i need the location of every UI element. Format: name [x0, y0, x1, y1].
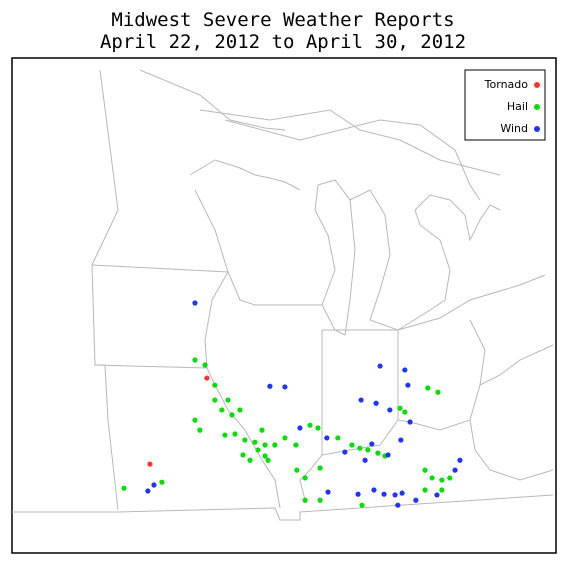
report-point — [359, 502, 365, 508]
report-point — [265, 457, 271, 463]
report-point — [395, 502, 401, 508]
report-point — [385, 452, 391, 458]
report-points — [121, 300, 463, 508]
chart-subtitle: April 22, 2012 to April 30, 2012 — [100, 31, 466, 53]
report-point — [402, 409, 408, 415]
legend-swatch — [534, 126, 540, 132]
report-point — [439, 477, 445, 483]
report-point — [242, 437, 248, 443]
report-point — [317, 465, 323, 471]
report-point — [358, 397, 364, 403]
report-point — [381, 491, 387, 497]
report-point — [293, 442, 299, 448]
report-point — [255, 447, 261, 453]
legend-label: Wind — [500, 122, 528, 135]
report-point — [377, 363, 383, 369]
report-point — [398, 437, 404, 443]
report-point — [335, 435, 341, 441]
report-point — [362, 457, 368, 463]
report-point — [371, 487, 377, 493]
report-point — [267, 383, 273, 389]
report-point — [369, 441, 375, 447]
report-point — [365, 447, 371, 453]
report-point — [325, 489, 331, 495]
report-point — [355, 491, 361, 497]
report-point — [357, 445, 363, 451]
report-point — [192, 357, 198, 363]
report-point — [151, 482, 157, 488]
report-point — [262, 442, 268, 448]
report-point — [435, 389, 441, 395]
report-point — [262, 453, 268, 459]
report-point — [342, 449, 348, 455]
report-point — [457, 457, 463, 463]
chart-title: Midwest Severe Weather Reports — [111, 9, 454, 31]
report-point — [145, 488, 151, 494]
report-point — [297, 425, 303, 431]
report-point — [302, 497, 308, 503]
legend-box — [464, 69, 546, 141]
report-point — [212, 397, 218, 403]
report-point — [439, 487, 445, 493]
report-point — [252, 439, 258, 445]
report-point — [405, 382, 411, 388]
report-point — [232, 431, 238, 437]
report-point — [229, 412, 235, 418]
report-point — [212, 382, 218, 388]
legend-swatch — [534, 82, 540, 88]
legend-label: Tornado — [484, 78, 529, 91]
report-point — [282, 384, 288, 390]
report-point — [222, 432, 228, 438]
legend-swatch — [534, 104, 540, 110]
report-point — [247, 457, 253, 463]
report-point — [204, 375, 210, 381]
report-point — [282, 435, 288, 441]
report-point — [197, 427, 203, 433]
report-point — [192, 417, 198, 423]
report-point — [202, 362, 208, 368]
report-point — [302, 475, 308, 481]
report-point — [422, 487, 428, 493]
report-point — [422, 467, 428, 473]
report-point — [447, 475, 453, 481]
report-point — [399, 490, 405, 496]
report-point — [147, 461, 153, 467]
report-point — [387, 407, 393, 413]
report-point — [294, 467, 300, 473]
report-point — [397, 405, 403, 411]
report-point — [392, 492, 398, 498]
report-point — [307, 422, 313, 428]
legend-label: Hail — [507, 100, 528, 113]
report-point — [219, 407, 225, 413]
report-point — [159, 479, 165, 485]
report-point — [402, 367, 408, 373]
report-point — [237, 407, 243, 413]
report-point — [413, 497, 419, 503]
report-point — [407, 419, 413, 425]
report-point — [434, 492, 440, 498]
report-point — [315, 425, 321, 431]
report-point — [324, 435, 330, 441]
report-point — [240, 452, 246, 458]
report-point — [225, 397, 231, 403]
map-outlines — [12, 69, 554, 521]
report-point — [375, 450, 381, 456]
report-point — [121, 485, 127, 491]
report-point — [259, 427, 265, 433]
report-point — [425, 385, 431, 391]
report-point — [452, 467, 458, 473]
report-point — [272, 442, 278, 448]
report-point — [317, 497, 323, 503]
report-point — [349, 442, 355, 448]
report-point — [192, 300, 198, 306]
report-point — [429, 475, 435, 481]
report-point — [373, 400, 379, 406]
